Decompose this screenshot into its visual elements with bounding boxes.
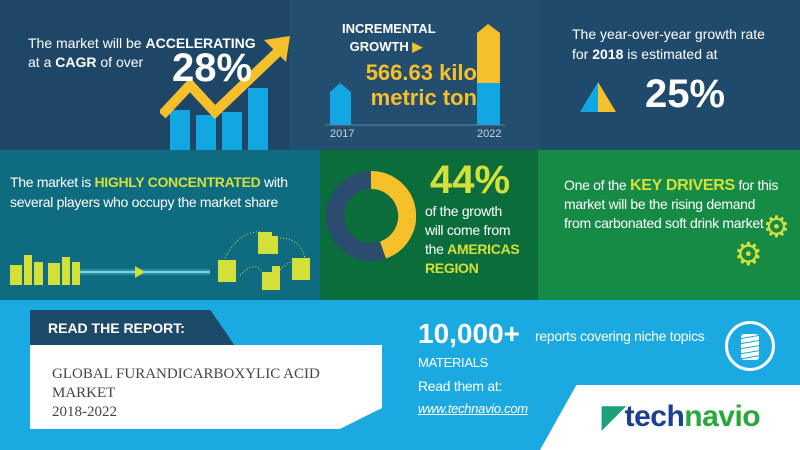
- yoy-post: is estimated at: [623, 46, 718, 62]
- yoy-panel: The year-over-year growth rate for 2018 …: [540, 0, 800, 150]
- cagr-panel: The market will be ACCELERATING at a CAG…: [0, 0, 290, 150]
- promo-read: Read them at:: [418, 378, 503, 394]
- cagr-bold2: CAGR: [55, 54, 97, 70]
- drivers-pre: One of the: [564, 177, 630, 193]
- cagr-bold: ACCELERATING: [145, 35, 256, 51]
- drivers-bold: KEY DRIVERS: [629, 177, 735, 194]
- drivers-text: One of the KEY DRIVERS for this market w…: [564, 176, 784, 233]
- cagr-post: of over: [96, 54, 144, 70]
- region-panel: 44% of the growth will come from the AME…: [320, 150, 538, 300]
- incremental-value2: metric ton: [370, 85, 477, 110]
- incremental-value1: 566.63 kilo: [365, 60, 477, 85]
- incremental-label: INCREMENTAL GROWTH ▶: [342, 20, 436, 56]
- concentration-bold: HIGHLY CONCENTRATED: [94, 174, 261, 190]
- play-arrow-icon: ▶: [412, 39, 423, 54]
- drivers-post: for: [734, 177, 754, 193]
- logo-text-a: tech: [624, 400, 685, 433]
- gear-icon-small: ⚙: [763, 211, 790, 244]
- report-title1: GLOBAL FURANDICARBOXYLIC ACID MARKET: [52, 366, 320, 401]
- incremental-bars: [325, 24, 505, 126]
- cagr-pre: The market will be: [28, 35, 146, 51]
- technavio-logo: ◤technavio: [602, 399, 761, 434]
- bar-2022-base: [477, 83, 500, 125]
- drivers-rest: this market will be the rising demand fr…: [564, 177, 779, 231]
- concentration-text: The market is HIGHLY CONCENTRATED with s…: [10, 172, 310, 212]
- promo-count-desc: reports covering niche topics: [535, 328, 705, 344]
- cagr-value: 28%: [172, 46, 253, 90]
- report-title: GLOBAL FURANDICARBOXYLIC ACID MARKET 201…: [52, 365, 382, 422]
- region-bold2: REGION: [425, 260, 479, 276]
- incremental-value: 566.63 kilo metric ton: [342, 60, 477, 110]
- gear-icon: ⚙: [734, 236, 763, 272]
- yoy-text: The year-over-year growth rate for 2018 …: [572, 24, 765, 64]
- bar-2022-increment: [477, 24, 500, 83]
- region-value: 44%: [430, 158, 511, 202]
- pyramid-icon: [580, 82, 616, 112]
- year-start: 2017: [330, 128, 355, 140]
- database-icon: [725, 321, 775, 371]
- region-line2: will come from: [425, 222, 511, 238]
- yoy-for: for: [572, 46, 593, 62]
- cagr-mid: at a: [28, 54, 56, 70]
- yoy-pre: The year-over-year growth rate: [572, 26, 765, 42]
- drivers-panel: One of the KEY DRIVERS for this market w…: [538, 150, 800, 300]
- concentration-pre: The market is: [10, 174, 95, 190]
- growth-chart-icon: [160, 36, 290, 150]
- city-buildings-icon: [10, 231, 310, 290]
- concentration-rest: with several players who occupy the mark…: [10, 174, 288, 210]
- region-line1: of the growth: [425, 203, 503, 219]
- incremental-panel: INCREMENTAL GROWTH ▶ 566.63 kilo metric …: [290, 0, 540, 150]
- incremental-label1: INCREMENTAL: [342, 21, 436, 36]
- year-end: 2022: [477, 128, 502, 140]
- donut-chart: [326, 170, 416, 261]
- yoy-value: 25%: [645, 72, 726, 116]
- region-line3: the: [425, 241, 448, 257]
- region-bold1: AMERICAS: [447, 241, 520, 257]
- cagr-text: The market will be ACCELERATING at a CAG…: [28, 34, 256, 72]
- concentration-panel: The market is HIGHLY CONCENTRATED with s…: [0, 150, 320, 300]
- incremental-label2: GROWTH: [349, 39, 409, 54]
- report-tab: READ THE REPORT:: [30, 310, 235, 346]
- report-title2: 2018-2022: [52, 404, 117, 420]
- logo-area: ◤technavio: [540, 385, 800, 450]
- report-card[interactable]: GLOBAL FURANDICARBOXYLIC ACID MARKET 201…: [30, 345, 382, 429]
- logo-mark-icon: ◤: [602, 400, 625, 433]
- bar-2017: [330, 83, 351, 125]
- technavio-link[interactable]: www.technavio.com: [418, 401, 528, 416]
- logo-text-b: navio: [684, 400, 761, 433]
- region-text: of the growth will come from the AMERICA…: [425, 202, 520, 278]
- promo-count: 10,000+: [418, 318, 520, 349]
- report-tab-label: READ THE REPORT:: [48, 320, 185, 336]
- yoy-year: 2018: [592, 46, 624, 62]
- promo-materials: MATERIALS: [418, 355, 489, 370]
- donut-americas: [370, 170, 416, 259]
